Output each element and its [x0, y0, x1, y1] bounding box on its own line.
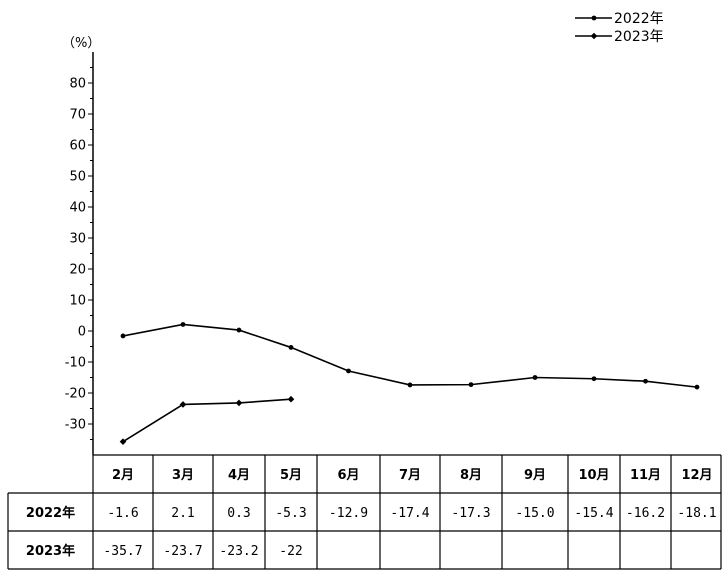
y-tick-label: -10 [65, 356, 86, 371]
table-cell-value: -12.9 [329, 506, 368, 521]
y-tick-label: 80 [69, 77, 86, 92]
x-category-label: 6月 [337, 468, 359, 483]
series-point-0 [288, 345, 294, 350]
legend-label-0: 2022年 [614, 11, 664, 27]
table-cell-value: -17.4 [390, 506, 429, 521]
legend-marker-0 [591, 15, 597, 21]
y-tick-label: 40 [69, 201, 86, 216]
series-point-1 [235, 399, 243, 407]
table-cell-value: -18.1 [677, 506, 716, 521]
x-category-label: 4月 [228, 468, 250, 483]
y-tick-label: 70 [69, 108, 86, 123]
y-tick-label: -30 [65, 418, 86, 433]
y-tick-label: 60 [69, 139, 86, 154]
table-cell-value: -15.4 [574, 506, 613, 521]
legend: 2022年 2023年 [575, 11, 664, 45]
series-point-1 [179, 401, 187, 408]
series-line-1 [122, 398, 292, 443]
series-point-1 [119, 438, 127, 445]
table-row-label: 2022年 [26, 505, 75, 521]
x-category-label: 3月 [172, 468, 194, 483]
table-cell-value: 2.1 [171, 506, 194, 521]
x-category-label: 7月 [399, 468, 421, 483]
series-point-0 [120, 333, 126, 339]
y-axis-unit-label: （%） [62, 36, 100, 51]
series-point-0 [346, 368, 351, 374]
x-category-label: 9月 [524, 468, 546, 483]
y-tick-label: 10 [69, 294, 86, 309]
table-cell-value: -16.2 [626, 506, 665, 521]
series-layer [119, 322, 700, 445]
series-point-0 [407, 382, 413, 388]
x-category-label: 5月 [280, 468, 302, 483]
table-cell-value: -35.7 [103, 544, 142, 559]
x-category-label: 10月 [578, 468, 609, 483]
table-row-label: 2023年 [26, 543, 75, 559]
series-point-0 [591, 376, 597, 382]
y-tick-label: -20 [65, 387, 86, 402]
table-cell-value: -22 [279, 544, 302, 559]
x-category-label: 11月 [630, 468, 661, 483]
table-cell-value: -17.3 [451, 506, 490, 521]
series-point-0 [468, 382, 474, 388]
table-cell-value: -5.3 [275, 506, 306, 521]
legend-label-1: 2023年 [614, 29, 664, 45]
series-point-0 [694, 384, 700, 390]
legend-marker-1 [590, 32, 598, 40]
y-tick-label: 30 [69, 232, 86, 247]
series-point-0 [532, 375, 538, 380]
y-tick-label: 50 [69, 170, 86, 185]
y-tick-label: 0 [78, 325, 86, 340]
y-tick-label: 20 [69, 263, 86, 278]
x-category-label: 12月 [681, 468, 712, 483]
y-axis: 80 70 60 50 40 30 20 10 0 -10 -20 -30 [65, 52, 94, 455]
data-table: 2月 3月 4月 5月 6月 7月 8月 9月 10月 11月 12月 2022年 -1.6 2.1 0.3… [7, 454, 722, 570]
series-point-0 [236, 327, 242, 333]
series-point-1 [287, 395, 295, 403]
x-category-label: 2月 [112, 468, 134, 483]
series-point-0 [180, 322, 186, 327]
table-cell-value: -1.6 [107, 506, 138, 521]
series-line-0 [122, 323, 698, 388]
table-cell-value: -23.7 [163, 544, 202, 559]
series-point-0 [643, 378, 648, 384]
table-cell-value: -23.2 [219, 544, 258, 559]
x-category-label: 8月 [460, 468, 482, 483]
table-cell-value: 0.3 [227, 506, 250, 521]
table-cell-value: -15.0 [515, 506, 554, 521]
